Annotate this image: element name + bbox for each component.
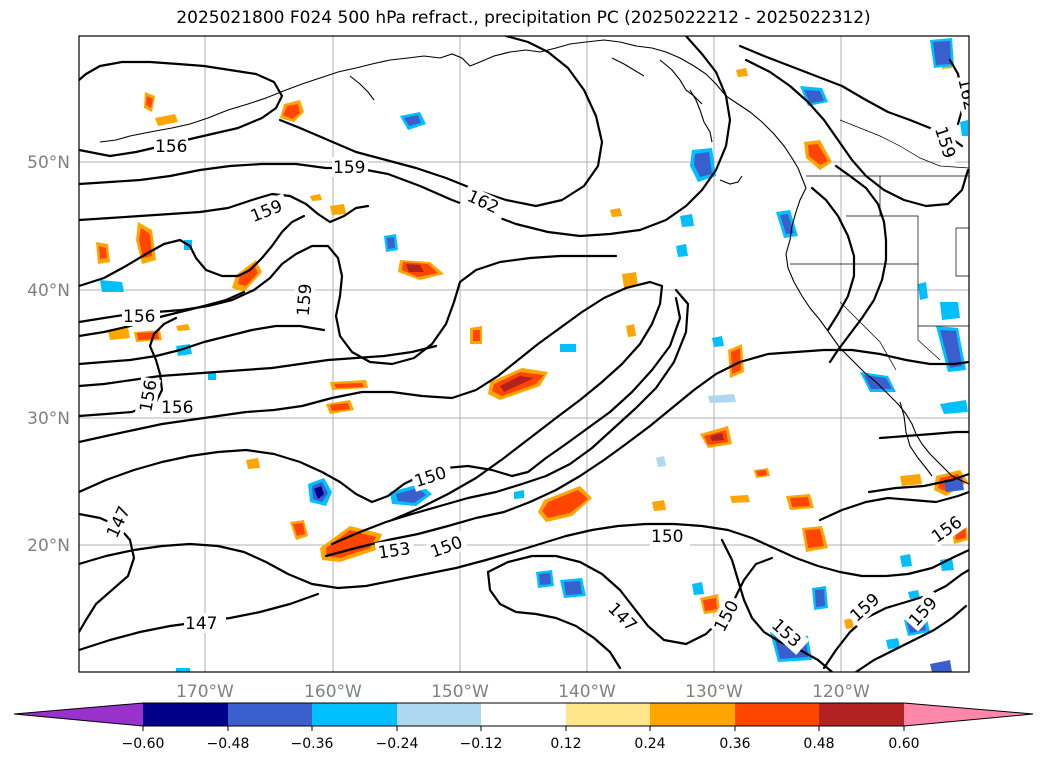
lon-label: 120°W xyxy=(812,682,870,702)
colorbar-tick-label: 0.36 xyxy=(719,736,750,752)
colorbar-tick-label: −0.12 xyxy=(460,736,503,752)
colorbar-segment xyxy=(14,703,143,726)
contour-label: 159 xyxy=(333,158,365,178)
colorbar-tick-label: 0.48 xyxy=(803,736,834,752)
lon-label: 160°W xyxy=(304,682,362,702)
lat-label: 40°N xyxy=(27,281,70,301)
colorbar-segment xyxy=(228,703,312,726)
colorbar-segment xyxy=(312,703,397,726)
contour-label: 156 xyxy=(161,398,193,418)
contour-label: 159 xyxy=(294,283,317,317)
contour-label: 150 xyxy=(651,527,683,547)
colorbar-segment xyxy=(481,703,566,726)
colorbar-tick-label: −0.60 xyxy=(122,736,165,752)
contour-label: 156 xyxy=(123,307,155,327)
colorbar-segment xyxy=(397,703,481,726)
lon-label: 130°W xyxy=(685,682,743,702)
political-borders xyxy=(790,119,969,371)
colorbar-segment xyxy=(904,703,1033,726)
colorbar-segment xyxy=(819,703,904,726)
colorbar-tick-label: −0.48 xyxy=(207,736,250,752)
map-frame xyxy=(78,35,970,673)
contour-label: 147 xyxy=(185,614,217,634)
lon-label: 140°W xyxy=(558,682,616,702)
lat-label: 20°N xyxy=(27,536,70,556)
contour-label: 153 xyxy=(377,539,412,563)
colorbar-tick-label: −0.36 xyxy=(291,736,334,752)
colorbar: −0.60 −0.48 −0.36 −0.24 −0.12 0.12 0.24 … xyxy=(13,702,1034,752)
lon-label: 170°W xyxy=(176,682,234,702)
colorbar-tick-label: 0.24 xyxy=(634,736,665,752)
colorbar-tick-label: 0.12 xyxy=(550,736,581,752)
colorbar-tick-label: 0.60 xyxy=(888,736,919,752)
coastlines xyxy=(99,39,969,485)
colorbar-tick-label: −0.24 xyxy=(376,736,419,752)
colorbar-segment xyxy=(566,703,650,726)
colorbar-ticks xyxy=(142,726,905,731)
lat-label: 50°N xyxy=(27,153,70,173)
refractivity-contours xyxy=(79,36,969,672)
contour-label: 156 xyxy=(155,137,187,157)
latitude-labels: 50°N 40°N 30°N 20°N xyxy=(27,153,70,556)
colorbar-segment xyxy=(650,703,735,726)
colorbar-segment xyxy=(735,703,819,726)
lat-label: 30°N xyxy=(27,409,70,429)
longitude-labels: 170°W 160°W 150°W 140°W 130°W 120°W xyxy=(176,682,870,702)
colorbar-segment xyxy=(143,703,228,726)
map-title: 2025021800 F024 500 hPa refract., precip… xyxy=(176,8,871,28)
lon-label: 150°W xyxy=(431,682,489,702)
